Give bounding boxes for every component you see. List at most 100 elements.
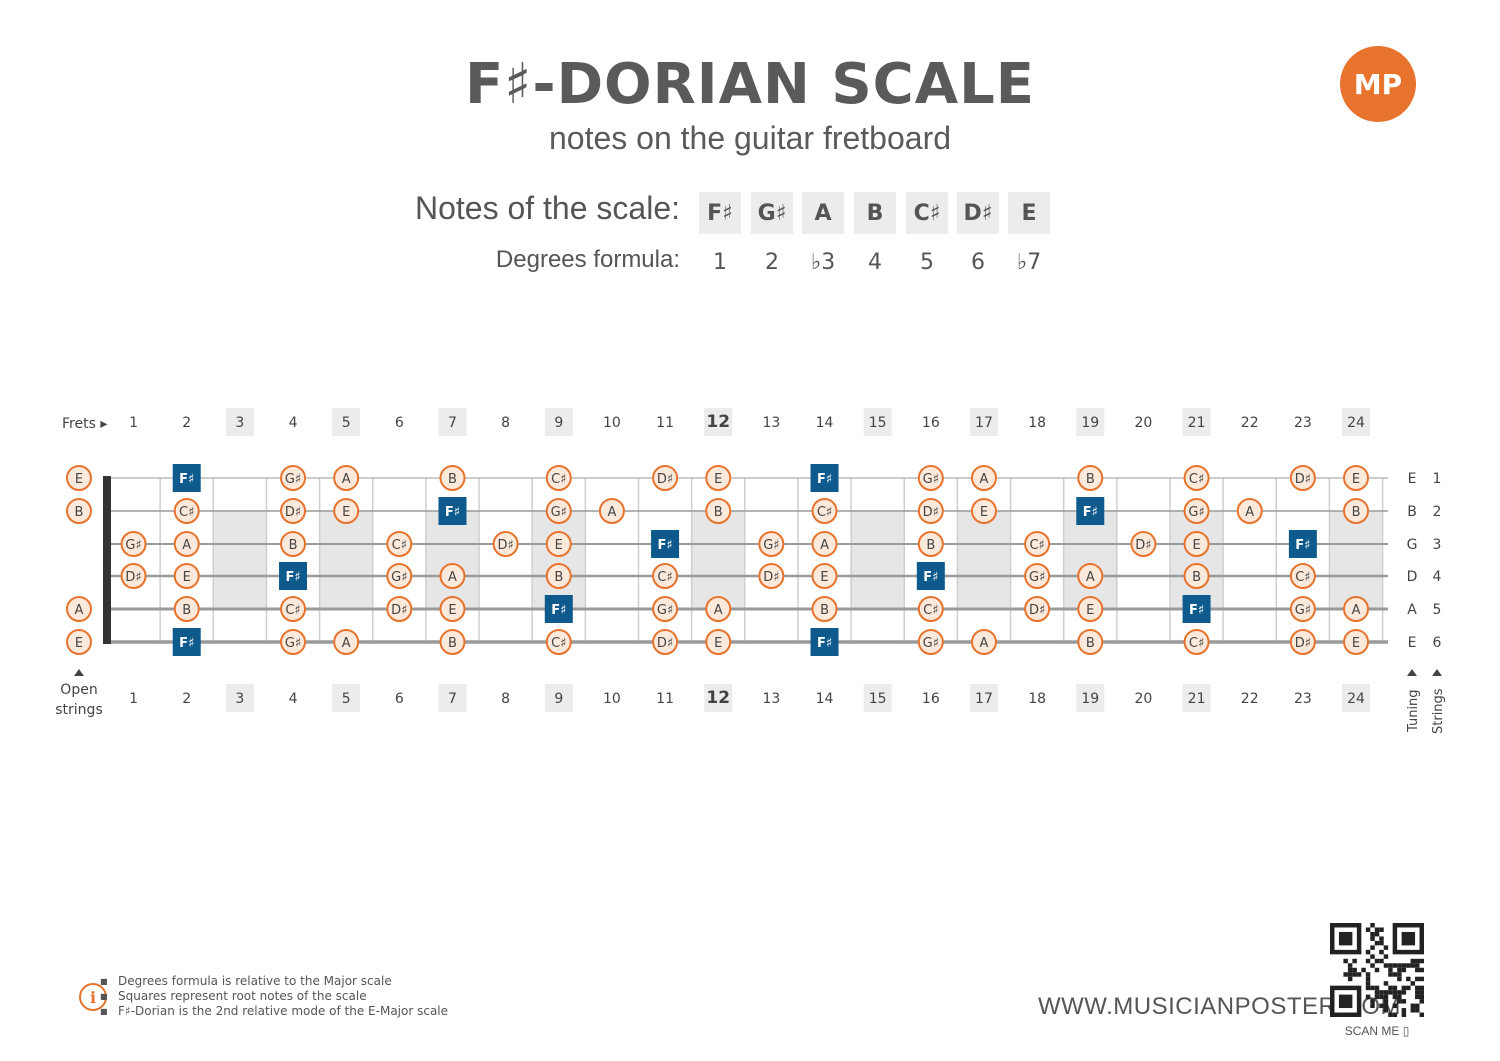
fret-number-top: 21 (1188, 415, 1206, 431)
scale-note-label: C♯ (392, 538, 407, 553)
scale-note-circle (811, 563, 838, 589)
scale-note-circle (705, 596, 732, 622)
scale-note-circle (1289, 596, 1316, 622)
scale-note-label: A (182, 538, 191, 553)
fret-number-top: 17 (975, 415, 993, 431)
scale-note-circle (917, 498, 944, 524)
scale-note-label: E (980, 505, 988, 520)
scale-note-circle (1024, 596, 1051, 622)
open-string-note (66, 465, 92, 491)
root-note-square (438, 497, 467, 525)
scale-note-label: G♯ (1029, 570, 1045, 585)
string-number: 1 (1433, 471, 1442, 487)
fret-marker-box (704, 684, 733, 712)
fret-marker-box (332, 408, 361, 436)
scale-note-circle (705, 498, 732, 524)
scan-me-label: SCAN ME ▯ (1344, 1024, 1410, 1038)
scale-note-label: A (342, 472, 351, 487)
scale-degree: ♭7 (1016, 250, 1042, 275)
fret-number-bottom: 6 (395, 691, 404, 707)
footer-notes: Degrees formula is relative to the Major… (100, 974, 448, 1019)
scale-note-label: B (448, 636, 457, 651)
scale-note-label: B (1352, 505, 1361, 520)
root-note-label: F♯ (285, 570, 300, 585)
scale-note-circle (917, 531, 944, 557)
fret-number-top: 12 (706, 412, 730, 432)
fret-marker-box (225, 408, 254, 436)
footer-note: F♯-Dorian is the 2nd relative mode of th… (100, 1004, 448, 1019)
scale-note-circle (1236, 498, 1263, 524)
page-title: F♯-DORIAN SCALE (464, 52, 1036, 117)
string-number: 4 (1433, 569, 1442, 585)
fret-inlay (532, 511, 586, 609)
scale-note-circle (1077, 563, 1104, 589)
scale-note-circle (652, 629, 679, 655)
scale-note-circle (386, 563, 413, 589)
scale-note-label: G♯ (285, 472, 301, 487)
open-string-note-label: E (75, 636, 83, 651)
tuning-label: E (1408, 471, 1417, 487)
scale-note-circle (917, 596, 944, 622)
scale-note-circle (970, 465, 997, 491)
qr-code[interactable] (1330, 923, 1424, 1017)
tuning-label: B (1407, 504, 1417, 520)
scale-note-label: C♯ (285, 603, 300, 618)
fret-number-bottom: 12 (706, 688, 730, 708)
tuning-label: D (1407, 569, 1418, 585)
root-note-label: F♯ (179, 636, 194, 651)
fret-number-bottom: 2 (182, 691, 191, 707)
scale-note-circle (1289, 563, 1316, 589)
scale-note-circle (1289, 465, 1316, 491)
fret-number-bottom: 24 (1347, 691, 1365, 707)
scale-note-circle (811, 498, 838, 524)
scale-note-circle (439, 629, 466, 655)
fret-number-bottom: 8 (501, 691, 510, 707)
root-note-square (651, 530, 680, 558)
scale-note-label: A (1086, 570, 1095, 585)
open-string-note-label: A (75, 603, 84, 618)
fret-inlay (1329, 511, 1383, 609)
footer-note: Degrees formula is relative to the Major… (100, 974, 448, 989)
strings-axis-label: Strings (1431, 688, 1446, 734)
scale-note-circle (386, 531, 413, 557)
scale-note-label: G♯ (763, 538, 779, 553)
fret-marker-box (1342, 684, 1371, 712)
root-note-square (544, 595, 573, 623)
scale-note-circle (492, 531, 519, 557)
tuning-label: A (1407, 602, 1417, 618)
scale-note-circle (1343, 465, 1370, 491)
scale-note-circle (1183, 563, 1210, 589)
scale-note-circle (652, 596, 679, 622)
up-arrow-icon (1432, 669, 1442, 676)
open-string-note (66, 596, 92, 622)
fret-number-top: 10 (603, 415, 621, 431)
scale-note-label: E (342, 505, 350, 520)
scale-note-label: C♯ (657, 570, 672, 585)
up-arrow-icon (1407, 669, 1417, 676)
scale-note-label: C♯ (551, 472, 566, 487)
scale-note-label: B (448, 472, 457, 487)
tuning-label: E (1408, 635, 1417, 651)
scale-degree: 2 (765, 250, 779, 275)
scale-note-circle (1343, 629, 1370, 655)
scale-note-circle (811, 596, 838, 622)
fret-number-top: 13 (762, 415, 780, 431)
fret-marker-box (438, 684, 467, 712)
nut (103, 476, 111, 644)
fret-number-top: 7 (448, 415, 457, 431)
scale-note-circle (705, 465, 732, 491)
scale-note-circle (1343, 596, 1370, 622)
scale-note-circle (173, 531, 200, 557)
fret-number-top: 15 (869, 415, 887, 431)
tuning-axis-label: Tuning (1406, 689, 1421, 733)
scale-note-circle (439, 465, 466, 491)
fret-marker-box (1182, 408, 1211, 436)
scale-note-circle (652, 563, 679, 589)
fret-marker-box (1076, 684, 1105, 712)
root-note-label: F♯ (923, 570, 938, 585)
fret-number-top: 2 (182, 415, 191, 431)
fret-number-bottom: 14 (816, 691, 834, 707)
scale-note-label: B (820, 603, 829, 618)
fret-number-top: 3 (235, 415, 244, 431)
fret-number-top: 14 (816, 415, 834, 431)
